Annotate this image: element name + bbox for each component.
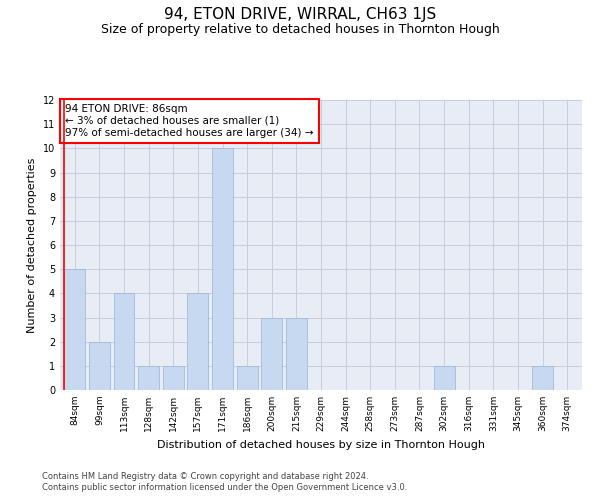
Text: Contains public sector information licensed under the Open Government Licence v3: Contains public sector information licen… <box>42 484 407 492</box>
Bar <box>532 366 553 390</box>
Text: 94 ETON DRIVE: 86sqm
← 3% of detached houses are smaller (1)
97% of semi-detache: 94 ETON DRIVE: 86sqm ← 3% of detached ho… <box>65 104 314 138</box>
Bar <box>261 318 282 390</box>
Bar <box>187 294 208 390</box>
Y-axis label: Number of detached properties: Number of detached properties <box>27 158 37 332</box>
Text: 94, ETON DRIVE, WIRRAL, CH63 1JS: 94, ETON DRIVE, WIRRAL, CH63 1JS <box>164 8 436 22</box>
Bar <box>286 318 307 390</box>
Bar <box>64 269 85 390</box>
X-axis label: Distribution of detached houses by size in Thornton Hough: Distribution of detached houses by size … <box>157 440 485 450</box>
Bar <box>89 342 110 390</box>
Bar <box>163 366 184 390</box>
Bar <box>434 366 455 390</box>
Bar <box>113 294 134 390</box>
Text: Size of property relative to detached houses in Thornton Hough: Size of property relative to detached ho… <box>101 22 499 36</box>
Bar <box>212 148 233 390</box>
Bar <box>138 366 159 390</box>
Bar <box>236 366 257 390</box>
Text: Contains HM Land Registry data © Crown copyright and database right 2024.: Contains HM Land Registry data © Crown c… <box>42 472 368 481</box>
